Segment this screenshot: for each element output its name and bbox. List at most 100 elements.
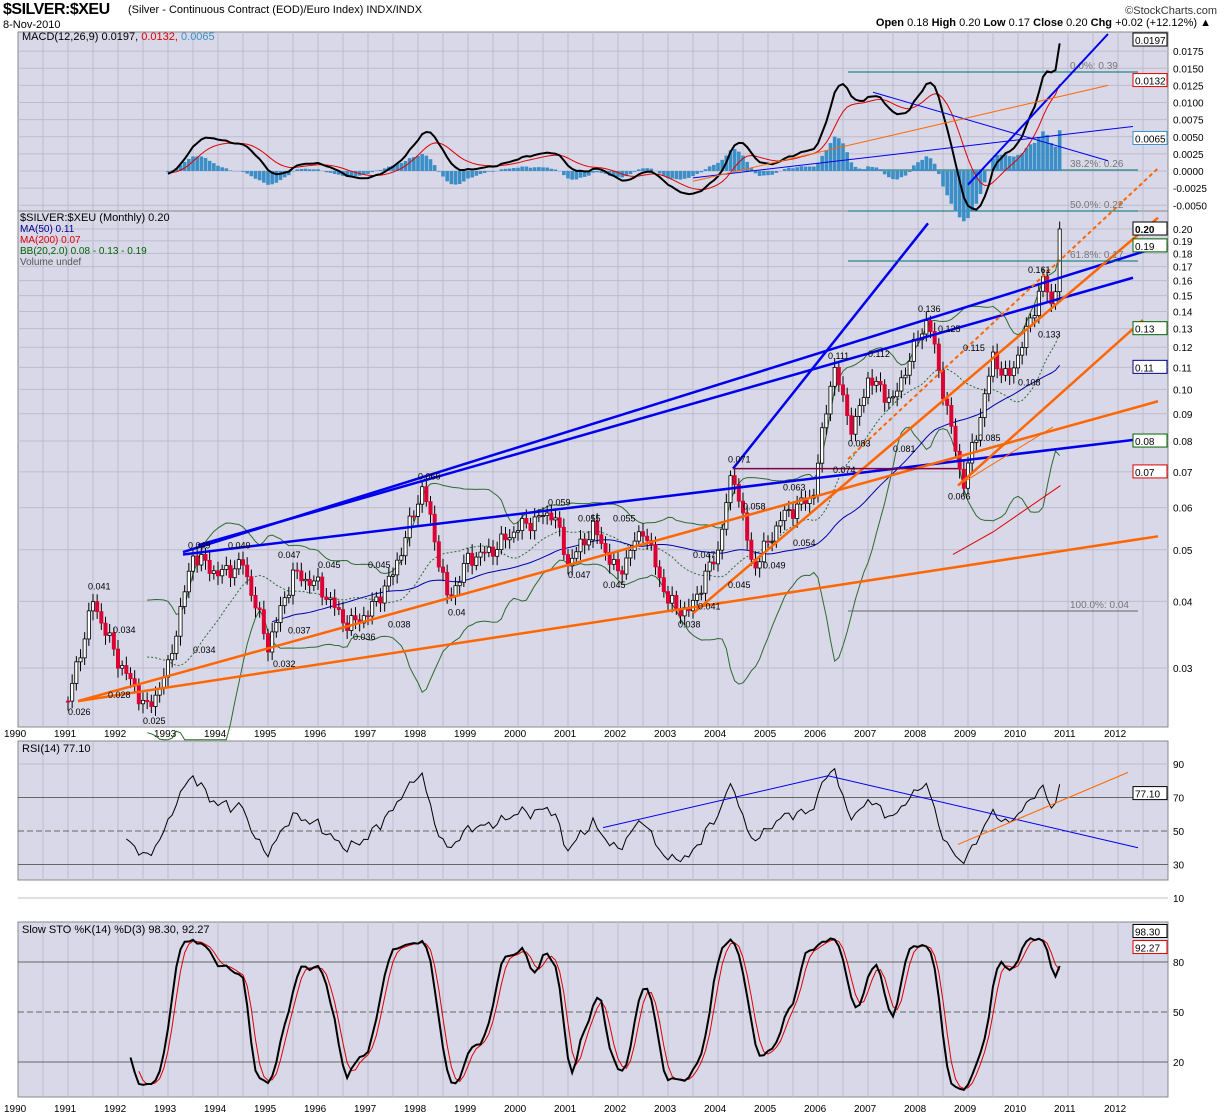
x-tick-label: 2008	[904, 729, 927, 740]
macd-trendline	[967, 33, 1109, 186]
macd-histogram-bar	[524, 166, 529, 171]
macd-histogram-bar	[670, 171, 674, 179]
candle	[586, 539, 591, 546]
macd-histogram-bar	[945, 171, 949, 196]
candle	[436, 541, 441, 568]
price-label: 0.045	[368, 560, 391, 570]
y-tick-label: 0.07	[1173, 468, 1193, 479]
ohlc-summary: Open 0.18 High 0.20 Low 0.17 Close 0.20 …	[876, 17, 1211, 29]
macd-histogram-bar	[424, 155, 429, 171]
trendline	[182, 245, 1159, 554]
sto-k-line	[129, 937, 1061, 1092]
up-arrow-icon: ▲	[1200, 17, 1211, 29]
trendline	[847, 167, 1159, 460]
sto-d-tag: 92.27	[1135, 944, 1160, 955]
macd-histogram-bar	[520, 166, 524, 171]
x-tick-label: 2000	[504, 729, 527, 740]
macd-histogram-bar	[503, 168, 508, 171]
candle	[399, 555, 404, 561]
candle	[853, 415, 858, 435]
macd-histogram-bar	[807, 166, 812, 171]
candle	[386, 575, 391, 587]
macd-histogram-bar	[262, 171, 266, 183]
candle	[986, 375, 991, 395]
macd-histogram-bar	[474, 171, 479, 176]
macd-histogram-bar	[762, 171, 766, 176]
macd-histogram-bar	[220, 167, 224, 171]
candle	[995, 351, 1000, 370]
macd-histogram-bar	[1057, 130, 1062, 171]
x-tick-label: 2007	[854, 729, 877, 740]
macd-histogram-bar	[766, 171, 770, 176]
macd-histogram-bar	[787, 167, 791, 171]
price-label: 0.059	[548, 497, 571, 507]
candle	[766, 540, 771, 543]
price-tag-0: 0.20	[1135, 225, 1155, 236]
candle	[299, 570, 304, 582]
price-label: 0.049	[228, 540, 251, 550]
price-label: 0.112	[868, 349, 890, 359]
x-tick-label: 2010	[1004, 1104, 1027, 1115]
macd-tick-label: -0.0025	[1173, 184, 1207, 195]
y-tick-label: 0.09	[1173, 410, 1193, 421]
brand-logo[interactable]: ©StockCharts.com	[1125, 5, 1217, 17]
candle	[290, 569, 295, 596]
price-label: 0.045	[603, 580, 626, 590]
candle	[553, 517, 558, 521]
macd-histogram-bar	[791, 168, 795, 171]
candle	[895, 390, 900, 398]
macd-histogram-bar	[728, 150, 733, 171]
macd-histogram-bar	[691, 171, 695, 177]
rsi-line	[126, 767, 1061, 865]
candle	[670, 595, 675, 604]
candle	[95, 601, 100, 613]
macd-histogram-bar	[703, 169, 708, 171]
chg-value: +0.02 (+12.12%)	[1115, 17, 1198, 29]
candle	[536, 515, 541, 518]
candle	[674, 595, 679, 610]
candle	[1007, 368, 1012, 377]
candle	[774, 525, 779, 542]
y-tick-label: 0.19	[1173, 237, 1193, 248]
candle	[861, 397, 866, 406]
trendline	[957, 319, 1144, 487]
chg-label: Chg	[1090, 17, 1113, 29]
price-label: 0.066	[418, 472, 441, 482]
macd-histogram-bar	[999, 154, 1004, 171]
macd-histogram-bar	[649, 168, 654, 171]
price-label: 0.058	[743, 501, 766, 511]
candle	[541, 515, 546, 517]
macd-tick-label: 0.0175	[1173, 47, 1204, 58]
candle	[332, 597, 337, 608]
price-label: 0.125	[938, 324, 961, 334]
macd-histogram-bar	[299, 168, 304, 171]
candle	[791, 509, 796, 519]
y-tick-label: 0.10	[1173, 385, 1193, 396]
macd-histogram-bar	[574, 171, 579, 180]
macd-histogram-bar	[657, 171, 662, 174]
candle	[845, 394, 850, 416]
macd-histogram-bar	[757, 171, 762, 176]
candle	[428, 501, 433, 515]
candle	[595, 520, 600, 536]
macd-tag: 0.0197	[1135, 36, 1166, 47]
price-label: 0.037	[288, 625, 311, 635]
candle	[495, 549, 500, 557]
macd-histogram-bar	[195, 156, 199, 171]
candle	[911, 338, 916, 362]
y-tick-label: 0.05	[1173, 546, 1193, 557]
macd-histogram-bar	[782, 169, 787, 171]
price-label: 0.136	[918, 304, 941, 314]
price-tag-3: 0.11	[1135, 363, 1154, 374]
candle	[599, 534, 604, 544]
macd-histogram-bar	[578, 171, 583, 178]
candle	[320, 576, 325, 598]
price-label: 0.025	[143, 716, 166, 726]
candle	[349, 615, 354, 631]
sto-k-tag-box	[1132, 923, 1168, 938]
candle	[403, 537, 408, 557]
macd-histogram-bar	[370, 171, 374, 173]
candle	[745, 512, 750, 541]
macd-histogram-bar	[845, 152, 849, 171]
